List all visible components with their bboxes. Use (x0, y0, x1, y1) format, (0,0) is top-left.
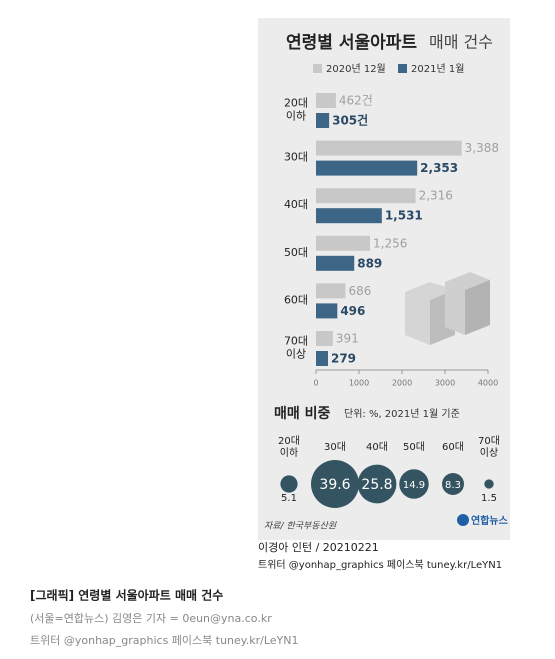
bar (316, 283, 346, 299)
category-label: 60대 (284, 293, 308, 306)
bubble (399, 469, 429, 499)
bar (316, 140, 462, 156)
value-label: 1,256 (373, 236, 407, 250)
category-label: 50대 (284, 246, 308, 259)
legend-swatch (313, 64, 322, 73)
x-tick-label: 2000 (392, 379, 412, 388)
value-label: 889 (357, 256, 382, 270)
category-label: 30대 (284, 151, 308, 164)
section-title: 매매 비중 (274, 406, 331, 422)
bubble (442, 473, 464, 495)
value-label: 5.1 (281, 493, 297, 504)
bubble (357, 464, 397, 504)
x-tick-label: 1000 (349, 379, 369, 388)
bar (316, 93, 336, 108)
category-label: 70대 이상 (478, 435, 500, 459)
value-label: 1,531 (385, 209, 423, 223)
value-label: 462건 (339, 94, 373, 108)
value-label: 1.5 (481, 493, 497, 504)
value-label: 279 (331, 352, 356, 366)
logo: 연합뉴스 (471, 514, 508, 527)
value-label: 2,353 (420, 161, 458, 175)
bubble (311, 460, 359, 508)
logo-mark (457, 514, 469, 526)
section-subtitle: 단위: %, 2021년 1월 기준 (344, 407, 460, 420)
chart-title: 연령별 서울아파트 (286, 32, 417, 53)
bar (316, 331, 333, 346)
legend-label: 2021년 1월 (411, 63, 464, 75)
credit-author: 이경아 인턴 / 20210221 (258, 541, 379, 554)
bar (316, 351, 328, 366)
category-label: 20대 이하 (278, 435, 300, 459)
bubble (484, 479, 494, 489)
chart-subtitle: 매매 건수 (429, 33, 493, 52)
caption-byline: (서울=연합뉴스) 김영은 기자 = 0eun@yna.co.kr (30, 612, 272, 625)
bar (316, 160, 418, 176)
category-label: 40대 (284, 198, 308, 211)
credit-sns: 트위터 @yonhap_graphics 페이스북 tuney.kr/LeYN1 (258, 558, 502, 571)
caption-title: [그래픽] 연령별 서울아파트 매매 건수 (30, 588, 223, 603)
bar (316, 303, 338, 319)
bubble (280, 475, 298, 493)
bar (316, 188, 416, 204)
value-label: 39.6 (319, 477, 350, 493)
source: 자료/ 한국부동산원 (264, 521, 337, 532)
bar (316, 235, 371, 251)
value-label: 305건 (332, 113, 368, 128)
caption-sns: 트위터 @yonhap_graphics 페이스북 tuney.kr/LeYN1 (30, 634, 298, 647)
category-label: 70대 이상 (284, 335, 308, 361)
value-label: 3,388 (465, 141, 499, 155)
x-tick-label: 3000 (435, 379, 455, 388)
x-tick-label: 4000 (478, 379, 498, 388)
category-label: 60대 (442, 441, 464, 453)
bar (316, 255, 355, 271)
value-label: 686 (348, 284, 371, 298)
bar (316, 113, 330, 128)
legend-swatch (398, 64, 407, 73)
category-label: 40대 (366, 441, 388, 453)
building-icon (405, 272, 490, 345)
value-label: 2,316 (419, 189, 453, 203)
category-label: 20대 이하 (284, 97, 308, 123)
legend-label: 2020년 12월 (326, 63, 386, 75)
value-label: 14.9 (403, 480, 425, 491)
value-label: 8.3 (445, 480, 461, 491)
value-label: 496 (340, 304, 365, 318)
bar (316, 208, 382, 224)
value-label: 25.8 (361, 477, 392, 493)
category-label: 50대 (403, 441, 425, 453)
x-tick-label: 0 (313, 379, 318, 388)
value-label: 391 (336, 332, 359, 346)
category-label: 30대 (324, 441, 346, 453)
